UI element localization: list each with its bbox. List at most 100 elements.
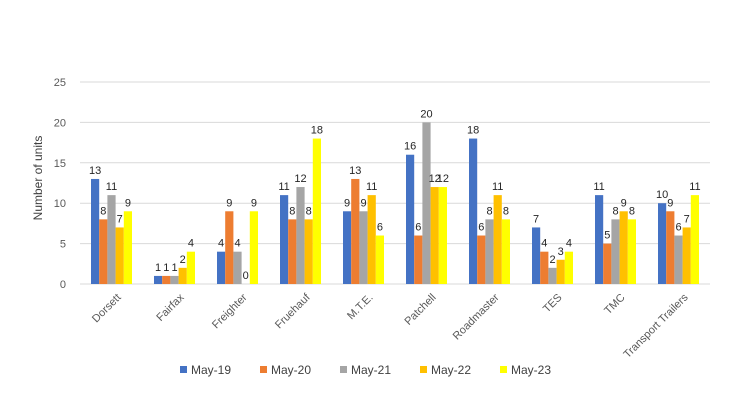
data-label: 4 xyxy=(218,238,224,250)
x-tick-label: TMC xyxy=(602,292,627,317)
data-label: 16 xyxy=(404,141,416,153)
data-label: 9 xyxy=(621,197,627,209)
bar xyxy=(296,187,305,284)
data-label: 11 xyxy=(689,181,700,193)
data-label: 8 xyxy=(306,205,312,217)
y-axis-ticks: 0 5 10 15 20 25 xyxy=(54,77,66,291)
data-label: 10 xyxy=(656,189,668,201)
data-label: 11 xyxy=(106,181,117,193)
data-label: 0 xyxy=(243,270,249,282)
bar xyxy=(170,275,179,284)
data-label: 12 xyxy=(437,173,449,185)
data-label: 7 xyxy=(117,213,123,225)
data-label: 9 xyxy=(360,197,366,209)
legend-swatch xyxy=(180,366,187,373)
bar xyxy=(343,211,352,284)
bar xyxy=(367,195,376,284)
bar xyxy=(304,219,313,284)
legend: May-19 May-20 May-21 May-22 May-23 xyxy=(180,363,551,377)
data-label: 9 xyxy=(125,197,131,209)
data-label: 8 xyxy=(289,205,295,217)
bar xyxy=(690,195,699,284)
bar xyxy=(540,251,549,284)
data-label: 4 xyxy=(541,238,547,250)
x-axis-ticks: Dorsett Fairfax Freighter Fruehauf M.T.E. Pat… xyxy=(90,291,691,361)
data-label: 12 xyxy=(294,173,306,185)
data-label: 7 xyxy=(684,213,690,225)
y-tick-label: 20 xyxy=(54,117,66,129)
data-label: 18 xyxy=(311,125,323,137)
data-label: 9 xyxy=(251,197,257,209)
data-label: 4 xyxy=(566,238,572,250)
x-tick-label: Fairfax xyxy=(154,291,187,324)
data-label: 6 xyxy=(675,222,681,234)
data-label: 18 xyxy=(467,125,479,137)
bar xyxy=(422,122,431,285)
data-label: 1 xyxy=(163,262,169,274)
bar xyxy=(556,259,565,284)
bars xyxy=(91,122,699,285)
x-tick-label: M.T.E. xyxy=(345,292,376,323)
bar xyxy=(477,235,486,284)
data-label: 11 xyxy=(366,181,377,193)
y-tick-label: 15 xyxy=(54,158,66,170)
data-label: 2 xyxy=(180,254,186,266)
data-label: 8 xyxy=(612,205,618,217)
bar xyxy=(564,251,573,284)
x-tick-label: Dorsett xyxy=(90,292,124,326)
data-label: 11 xyxy=(492,181,503,193)
data-label: 6 xyxy=(415,222,421,234)
data-label: 13 xyxy=(89,165,101,177)
bar xyxy=(233,251,242,284)
data-label: 7 xyxy=(533,213,539,225)
bar xyxy=(186,251,195,284)
data-label: 6 xyxy=(478,222,484,234)
x-tick-label: Patchell xyxy=(402,292,438,328)
data-label: 5 xyxy=(604,230,610,242)
data-label: 8 xyxy=(486,205,492,217)
x-tick-label: Freighter xyxy=(210,291,250,331)
data-label: 11 xyxy=(278,181,289,193)
bar xyxy=(280,195,289,284)
data-label: 1 xyxy=(155,262,161,274)
x-tick-label: TES xyxy=(541,292,565,316)
bar xyxy=(414,235,423,284)
y-axis-label: Number of units xyxy=(31,136,45,221)
x-tick-label: Fruehauf xyxy=(273,291,313,331)
bar xyxy=(603,243,612,284)
bar xyxy=(162,275,171,284)
data-label: 8 xyxy=(503,205,509,217)
bar xyxy=(288,219,297,284)
y-tick-label: 25 xyxy=(54,77,66,89)
bar xyxy=(430,187,439,284)
bar xyxy=(666,211,675,284)
data-label: 9 xyxy=(667,197,673,209)
x-tick-label: Roadmaster xyxy=(451,291,502,342)
legend-swatch xyxy=(420,366,427,373)
legend-label: May-20 xyxy=(271,363,311,377)
bar xyxy=(485,219,494,284)
data-label: 12 xyxy=(429,173,441,185)
bar xyxy=(595,195,604,284)
y-tick-label: 10 xyxy=(54,198,66,210)
data-label: 9 xyxy=(226,197,232,209)
bar xyxy=(375,235,384,284)
bar xyxy=(178,267,187,284)
bar xyxy=(312,138,321,284)
x-tick-label: Transport Trailers xyxy=(621,291,690,360)
data-label: 11 xyxy=(593,181,604,193)
bar xyxy=(611,219,620,284)
data-label: 9 xyxy=(344,197,350,209)
bar xyxy=(225,211,234,284)
bar xyxy=(438,187,447,284)
bar xyxy=(674,235,683,284)
bar xyxy=(91,178,100,284)
bar xyxy=(359,211,368,284)
bar xyxy=(548,267,557,284)
data-label: 6 xyxy=(377,222,383,234)
data-label: 8 xyxy=(629,205,635,217)
legend-swatch xyxy=(500,366,507,373)
data-label: 20 xyxy=(420,108,432,120)
bar xyxy=(107,195,116,284)
bar xyxy=(501,219,510,284)
